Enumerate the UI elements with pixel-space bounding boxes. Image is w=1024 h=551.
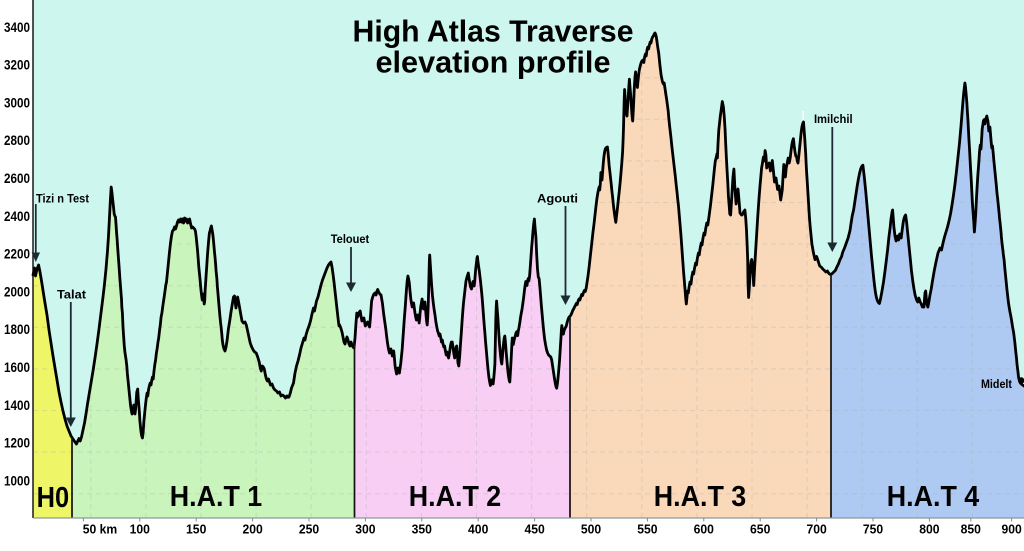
svg-text:1000: 1000 [4,473,30,488]
svg-text:H.A.T 2: H.A.T 2 [409,481,502,513]
svg-text:150: 150 [186,523,206,537]
svg-text:400: 400 [468,523,488,537]
svg-text:Imilchil: Imilchil [814,114,853,126]
svg-text:H.A.T 3: H.A.T 3 [654,481,747,513]
svg-text:750: 750 [863,523,883,537]
svg-text:1200: 1200 [4,436,30,451]
svg-text:elevation profile: elevation profile [376,45,611,80]
svg-text:1800: 1800 [4,322,30,337]
svg-text:2600: 2600 [4,171,30,186]
svg-text:100: 100 [130,523,150,537]
svg-text:Midelt: Midelt [981,379,1012,391]
svg-text:H.A.T 1: H.A.T 1 [170,481,263,513]
svg-text:550: 550 [637,523,657,537]
svg-text:350: 350 [412,523,432,537]
svg-text:3200: 3200 [4,58,30,73]
svg-text:2000: 2000 [4,284,30,299]
svg-text:800: 800 [919,523,939,537]
svg-text:50 km: 50 km [83,523,118,537]
svg-text:H0: H0 [37,482,70,514]
svg-text:3400: 3400 [4,20,30,35]
svg-text:600: 600 [694,523,714,537]
svg-text:Telouet: Telouet [331,234,370,246]
svg-text:700: 700 [806,523,826,537]
svg-text:Agouti: Agouti [537,194,578,206]
svg-text:200: 200 [242,523,262,537]
svg-text:3000: 3000 [4,95,30,110]
svg-text:650: 650 [750,523,770,537]
svg-text:2400: 2400 [4,209,30,224]
svg-text:900: 900 [1001,523,1021,537]
svg-text:1400: 1400 [4,398,30,413]
svg-text:2200: 2200 [4,247,30,262]
svg-text:2800: 2800 [4,133,30,148]
svg-text:1600: 1600 [4,360,30,375]
svg-text:850: 850 [961,523,981,537]
svg-text:Talat: Talat [57,290,86,302]
svg-text:High Atlas Traverse: High Atlas Traverse [353,14,634,49]
svg-text:450: 450 [524,523,544,537]
svg-text:500: 500 [581,523,601,537]
svg-text:Tizi n Test: Tizi n Test [36,194,89,206]
svg-text:300: 300 [355,523,375,537]
svg-text:H.A.T 4: H.A.T 4 [887,481,980,513]
svg-text:250: 250 [299,523,319,537]
